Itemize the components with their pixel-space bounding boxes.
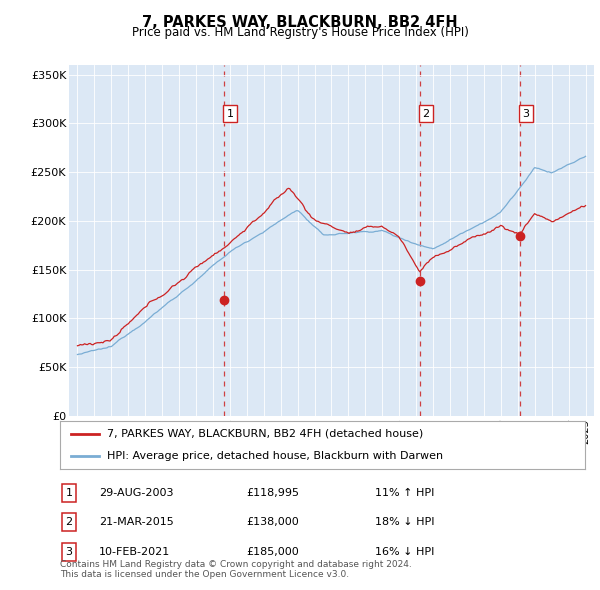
Text: 18% ↓ HPI: 18% ↓ HPI (375, 517, 434, 527)
Text: 7, PARKES WAY, BLACKBURN, BB2 4FH (detached house): 7, PARKES WAY, BLACKBURN, BB2 4FH (detac… (107, 429, 424, 439)
Text: £118,995: £118,995 (246, 488, 299, 497)
Text: Contains HM Land Registry data © Crown copyright and database right 2024.
This d: Contains HM Land Registry data © Crown c… (60, 560, 412, 579)
Text: £138,000: £138,000 (246, 517, 299, 527)
Text: Price paid vs. HM Land Registry's House Price Index (HPI): Price paid vs. HM Land Registry's House … (131, 26, 469, 39)
Text: 29-AUG-2003: 29-AUG-2003 (99, 488, 173, 497)
Text: 3: 3 (65, 547, 73, 556)
Text: £185,000: £185,000 (246, 547, 299, 556)
Text: 7, PARKES WAY, BLACKBURN, BB2 4FH: 7, PARKES WAY, BLACKBURN, BB2 4FH (142, 15, 458, 30)
Text: 2: 2 (65, 517, 73, 527)
Text: 2: 2 (422, 109, 430, 119)
Text: 1: 1 (65, 488, 73, 497)
Text: 3: 3 (523, 109, 529, 119)
Text: 11% ↑ HPI: 11% ↑ HPI (375, 488, 434, 497)
Text: 1: 1 (227, 109, 233, 119)
Text: HPI: Average price, detached house, Blackburn with Darwen: HPI: Average price, detached house, Blac… (107, 451, 443, 461)
Text: 21-MAR-2015: 21-MAR-2015 (99, 517, 174, 527)
Text: 16% ↓ HPI: 16% ↓ HPI (375, 547, 434, 556)
Text: 10-FEB-2021: 10-FEB-2021 (99, 547, 170, 556)
